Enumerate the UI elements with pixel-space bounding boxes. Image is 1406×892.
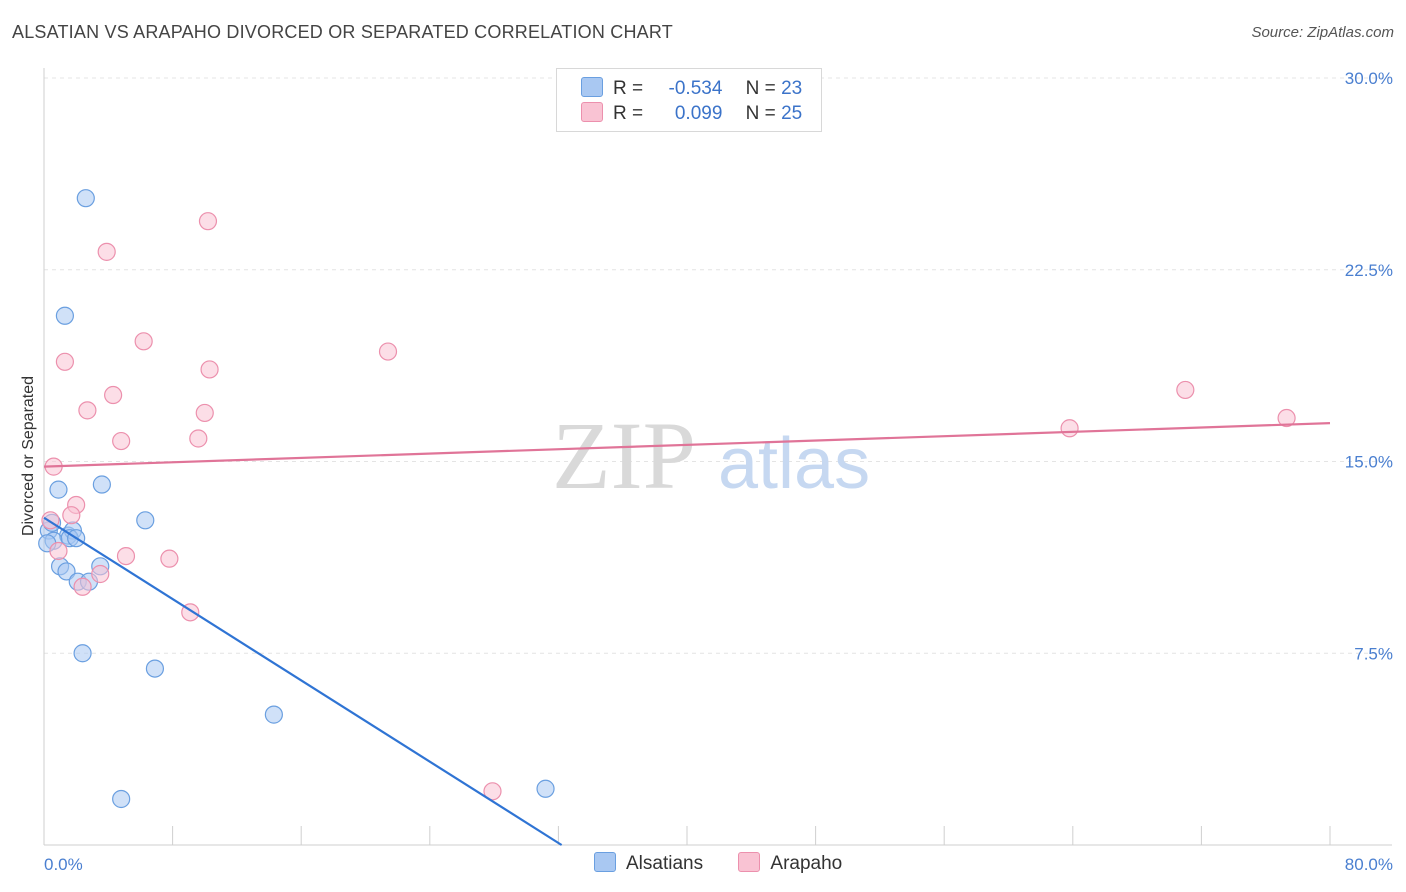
data-point-arapaho xyxy=(55,352,74,371)
series-label-arapaho: Arapaho xyxy=(770,853,843,874)
trend-line-arapaho xyxy=(43,422,1331,468)
series-legend: Alsatians Arapaho xyxy=(594,852,872,875)
data-point-arapaho xyxy=(198,212,218,231)
data-point-arapaho xyxy=(97,242,116,261)
legend-n-label: N = xyxy=(745,78,776,99)
chart-title: ALSATIAN VS ARAPAHO DIVORCED OR SEPARATE… xyxy=(12,22,673,42)
correlation-legend: R = -0.534 N = 23 R = 0.099 N = 25 xyxy=(556,68,822,132)
legend-n-value: 23 xyxy=(781,78,803,99)
tick-labels: 7.5% 15.0% 22.5% 30.0% 0.0% 80.0% xyxy=(44,69,1393,874)
legend-row-alsatians: R = -0.534 N = 23 xyxy=(581,77,802,103)
data-point-alsatians xyxy=(55,306,74,325)
y-axis-label: Divorced or Separated xyxy=(20,376,37,536)
data-point-arapaho xyxy=(91,564,110,584)
data-point-arapaho xyxy=(483,782,502,801)
watermark-atlas: atlas xyxy=(718,424,870,504)
legend-r-value: -0.534 xyxy=(668,78,723,99)
data-point-alsatians xyxy=(76,189,95,208)
data-point-alsatians xyxy=(136,511,155,530)
data-point-arapaho xyxy=(104,385,123,405)
watermark-zip: ZIP xyxy=(552,402,696,509)
legend-r-value: 0.099 xyxy=(674,103,723,124)
grid-lines xyxy=(44,77,1392,654)
legend-r-label: R = xyxy=(613,78,644,99)
y-tick-label: 22.5% xyxy=(1345,261,1393,280)
legend-n-label: N = xyxy=(745,103,776,124)
series-swatch-alsatians xyxy=(594,852,616,872)
data-point-alsatians xyxy=(92,475,111,494)
legend-n-value: 25 xyxy=(781,103,803,124)
data-point-alsatians xyxy=(264,705,283,724)
data-point-arapaho xyxy=(160,549,179,568)
trend-lines xyxy=(43,422,1331,846)
axes xyxy=(43,68,1392,846)
y-tick-label: 30.0% xyxy=(1345,69,1393,88)
data-point-alsatians xyxy=(145,659,165,678)
legend-row-arapaho: R = 0.099 N = 25 xyxy=(581,102,802,128)
series-legend-alsatians: Alsatians xyxy=(594,852,703,875)
data-point-arapaho xyxy=(116,546,136,566)
data-point-alsatians xyxy=(536,779,555,798)
data-point-alsatians xyxy=(49,480,68,499)
data-point-arapaho xyxy=(378,342,398,361)
series-legend-arapaho: Arapaho xyxy=(738,852,842,875)
y-tick-label: 7.5% xyxy=(1354,644,1393,663)
data-point-arapaho xyxy=(78,401,97,420)
data-point-arapaho xyxy=(200,360,219,379)
legend-swatch-arapaho xyxy=(581,102,603,122)
x-tick-label: 0.0% xyxy=(44,855,83,874)
legend-r-label: R = xyxy=(613,103,644,124)
data-point-alsatians xyxy=(57,562,76,581)
data-point-arapaho xyxy=(195,403,214,423)
data-point-arapaho xyxy=(1176,380,1195,400)
series-label-alsatians: Alsatians xyxy=(626,853,704,874)
data-point-alsatians xyxy=(112,789,131,809)
data-point-arapaho xyxy=(73,577,92,596)
y-tick-label: 15.0% xyxy=(1345,453,1393,472)
data-point-arapaho xyxy=(62,506,81,525)
legend-swatch-alsatians xyxy=(581,77,603,97)
data-point-arapaho xyxy=(49,541,68,561)
x-tick-label: 80.0% xyxy=(1345,855,1393,874)
series-swatch-arapaho xyxy=(738,852,761,872)
data-point-arapaho xyxy=(1060,419,1079,438)
data-point-arapaho xyxy=(189,429,208,448)
data-point-arapaho xyxy=(1277,408,1296,428)
trend-line-alsatians xyxy=(43,516,563,846)
source-label: Source: ZipAtlas.com xyxy=(1251,24,1394,41)
data-point-arapaho xyxy=(112,431,131,451)
data-point-alsatians xyxy=(73,644,92,663)
data-point-arapaho xyxy=(134,332,153,351)
